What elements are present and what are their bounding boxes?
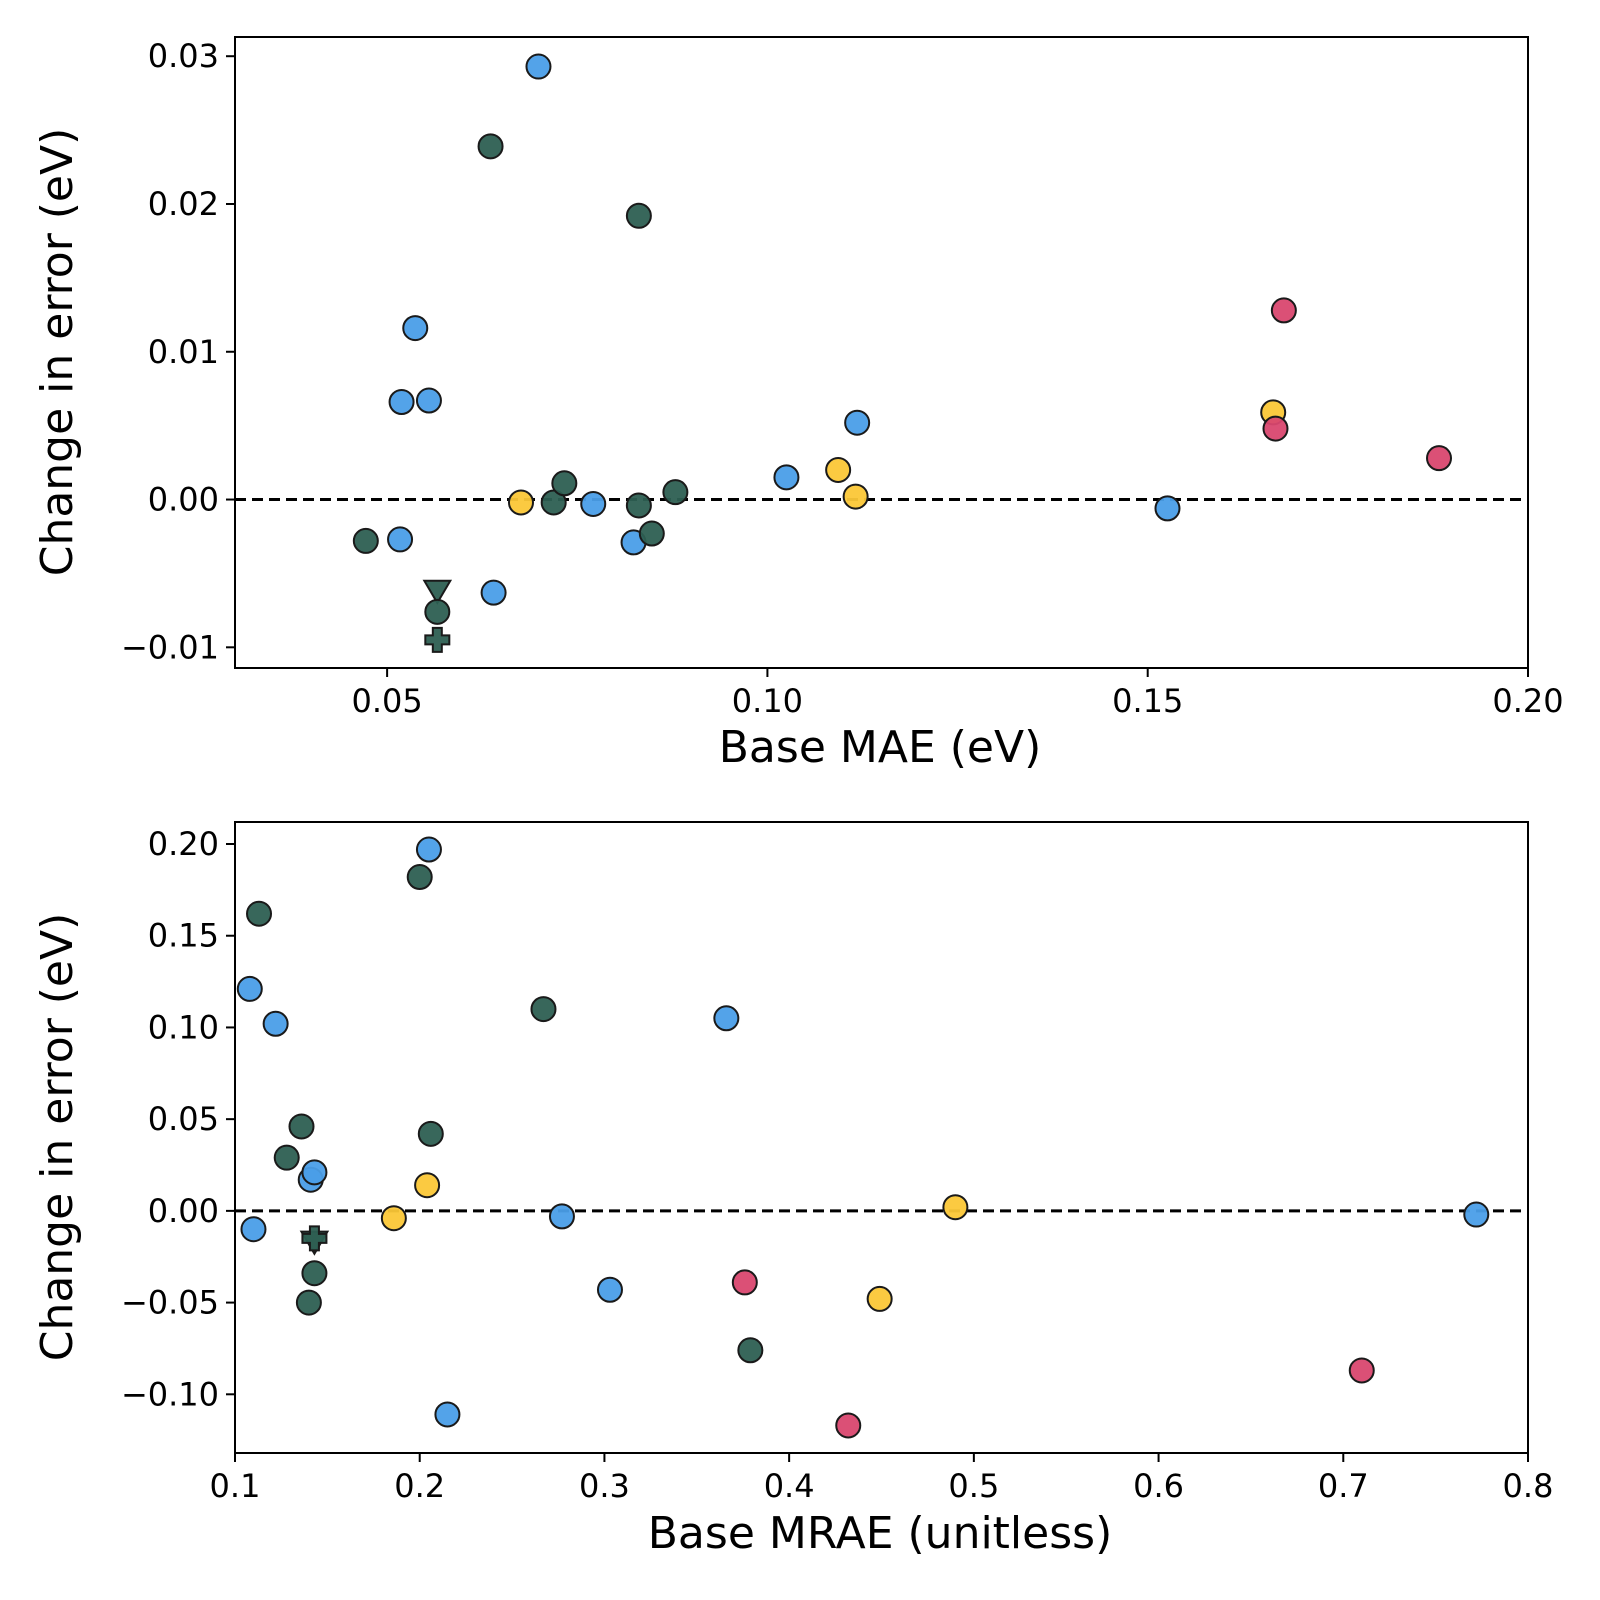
top-y-tick-label: −0.01: [121, 628, 219, 666]
bottom-point-circle: [713, 1005, 740, 1032]
bottom-point-circle: [530, 996, 557, 1023]
top-point-circle: [352, 527, 379, 554]
bottom-x-tick-label: 0.6: [1133, 1467, 1184, 1505]
bottom-y-axis-label: Change in error (eV): [32, 913, 83, 1362]
bottom-point-circle: [942, 1194, 969, 1221]
bottom-point-circle: [835, 1412, 862, 1439]
bottom-plot-frame: [234, 821, 1529, 1454]
bottom-panel: 0.1 0.2 0.3 0.4 0.5 0.6 0.7 0.8 −0.10 −0.05 0.00 0.…: [32, 821, 1554, 1559]
bottom-point-circle: [1348, 1357, 1375, 1384]
top-point-circle: [842, 483, 869, 510]
bottom-y-tick-label: 0.10: [148, 1008, 219, 1046]
top-point-circle: [551, 470, 578, 497]
bottom-y-tick-label: 0.15: [148, 917, 219, 955]
top-x-tick-label: 0.20: [1492, 682, 1563, 720]
bottom-point-circle: [246, 900, 273, 927]
bottom-point-circle: [262, 1010, 289, 1037]
top-y-axis-label: Change in error (eV): [32, 128, 83, 577]
bottom-point-circle: [240, 1216, 267, 1243]
bottom-y-tick-label: 0.05: [148, 1100, 219, 1138]
bottom-x-tick-label: 0.1: [210, 1467, 261, 1505]
bottom-point-circle: [866, 1285, 893, 1312]
top-point-circle: [638, 520, 665, 547]
bottom-point-circle: [301, 1260, 328, 1287]
bottom-x-tick-label: 0.2: [394, 1467, 445, 1505]
top-point-circle: [580, 490, 607, 517]
bottom-point-circle: [273, 1144, 300, 1171]
bottom-point-circle: [236, 975, 263, 1002]
top-y-tick-label: 0.02: [148, 185, 219, 223]
bottom-point-circle: [301, 1159, 328, 1186]
bottom-x-tick-label: 0.4: [764, 1467, 815, 1505]
top-point-circle: [844, 409, 871, 436]
bottom-x-tick-label: 0.8: [1503, 1467, 1554, 1505]
bottom-point-plus: [301, 1225, 328, 1252]
bottom-point-circle: [417, 1120, 444, 1147]
top-point-circle: [387, 526, 414, 553]
top-point-circle: [1154, 495, 1181, 522]
bottom-point-circle: [380, 1205, 407, 1232]
top-x-tick-label: 0.05: [351, 682, 422, 720]
bottom-x-tick-label: 0.3: [579, 1467, 630, 1505]
bottom-point-circle: [414, 1172, 441, 1199]
bottom-point-circle: [596, 1276, 623, 1303]
top-y-tick-label: 0.03: [148, 37, 219, 75]
top-point-plus: [424, 626, 451, 653]
top-point-circle: [825, 456, 852, 483]
bottom-y-tick-label: −0.10: [121, 1375, 219, 1413]
top-x-tick-label: 0.15: [1112, 682, 1183, 720]
top-point-circle: [415, 387, 442, 414]
top-point-circle: [525, 53, 552, 80]
top-point-circle: [477, 133, 504, 160]
bottom-point-circle: [1463, 1201, 1490, 1228]
bottom-x-tick-label: 0.5: [948, 1467, 999, 1505]
top-point-circle: [662, 479, 689, 506]
top-point-circle: [480, 579, 507, 606]
top-point-circle: [1262, 415, 1289, 442]
top-y-tick-label: 0.00: [148, 481, 219, 519]
bottom-y-tick-label: 0.20: [148, 825, 219, 863]
bottom-y-tick-label: −0.05: [121, 1284, 219, 1322]
top-x-tick-label: 0.10: [732, 682, 803, 720]
bottom-point-circle: [548, 1203, 575, 1230]
bottom-point-circle: [731, 1269, 758, 1296]
bottom-y-tick-label: 0.00: [148, 1192, 219, 1230]
top-point-circle: [1426, 445, 1453, 472]
top-panel: 0.05 0.10 0.15 0.20 −0.01 0.00 0.01 0.02 0.03 Ba…: [32, 36, 1564, 773]
top-point-triangle: [422, 579, 453, 605]
bottom-point-circle: [434, 1401, 461, 1428]
top-point-circle: [625, 492, 652, 519]
bottom-point-circle: [288, 1113, 315, 1140]
top-point-circle: [773, 464, 800, 491]
top-point-circle: [1270, 297, 1297, 324]
top-point-circle: [402, 315, 429, 342]
bottom-point-circle: [415, 836, 442, 863]
top-point-circle: [507, 489, 534, 516]
top-point-circle: [625, 202, 652, 229]
top-point-circle: [424, 598, 451, 625]
bottom-point-circle: [737, 1337, 764, 1364]
bottom-point-circle: [295, 1289, 322, 1316]
top-point-circle: [388, 389, 415, 416]
bottom-point-circle: [406, 864, 433, 891]
top-x-axis-label: Base MAE (eV): [719, 722, 1041, 773]
top-y-tick-label: 0.01: [148, 333, 219, 371]
bottom-x-tick-label: 0.7: [1318, 1467, 1369, 1505]
bottom-x-axis-label: Base MRAE (unitless): [648, 1508, 1113, 1559]
